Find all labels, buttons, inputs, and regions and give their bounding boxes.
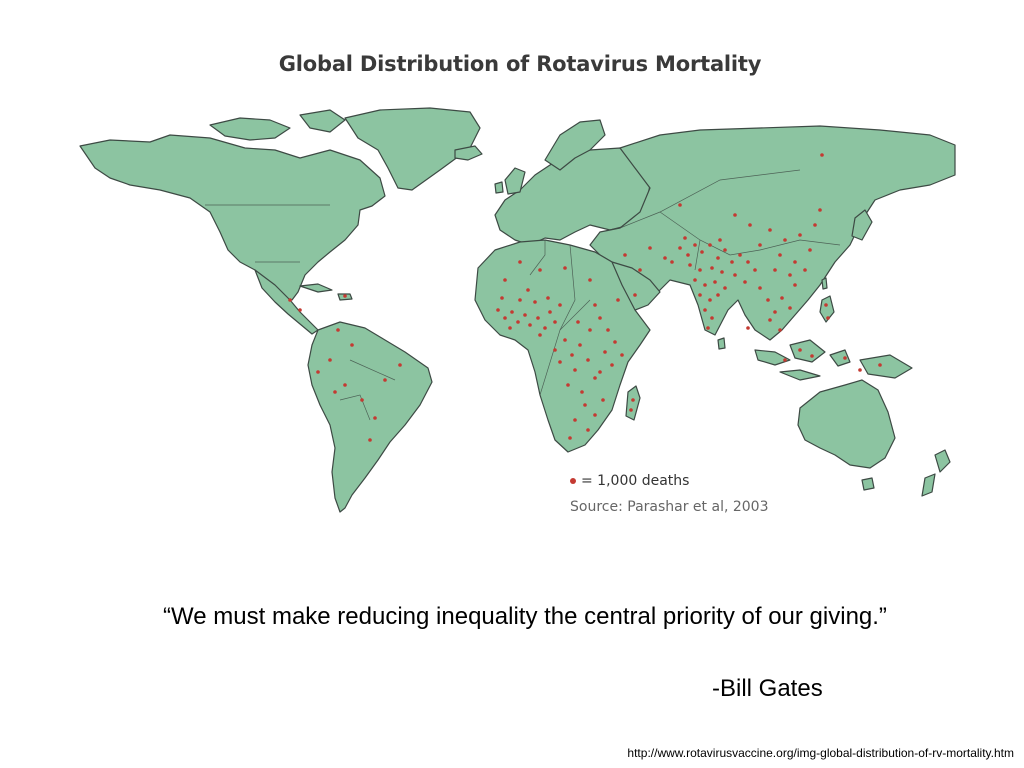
scandinavia <box>544 119 606 171</box>
japan <box>851 209 873 241</box>
asia <box>589 125 956 341</box>
british-isles <box>504 167 526 195</box>
south-america <box>307 321 433 513</box>
footer-url: http://www.rotavirusvaccine.org/img-glob… <box>627 746 1014 760</box>
philippines <box>819 295 835 323</box>
central-america <box>254 269 319 335</box>
arctic-islands <box>209 117 291 141</box>
map-source: Source: Parashar et al, 2003 <box>570 499 769 515</box>
map-title: Global Distribution of Rotavirus Mortali… <box>278 52 762 76</box>
country-borders <box>205 169 841 421</box>
indonesia <box>754 349 791 366</box>
madagascar <box>625 385 641 421</box>
iceland <box>454 145 483 161</box>
north-america <box>79 134 386 301</box>
quote-attribution: -Bill Gates <box>712 675 823 702</box>
greenland <box>344 107 481 191</box>
africa <box>474 239 651 453</box>
land-masses <box>79 107 956 513</box>
legend-dot-icon <box>570 478 576 484</box>
legend-label: = 1,000 deaths <box>581 473 690 489</box>
mortality-dots <box>288 153 882 442</box>
new-zealand <box>934 449 951 473</box>
quote-text: “We must make reducing inequality the ce… <box>163 603 887 630</box>
map-legend: = 1,000 deaths <box>570 473 689 489</box>
australia <box>797 379 896 469</box>
